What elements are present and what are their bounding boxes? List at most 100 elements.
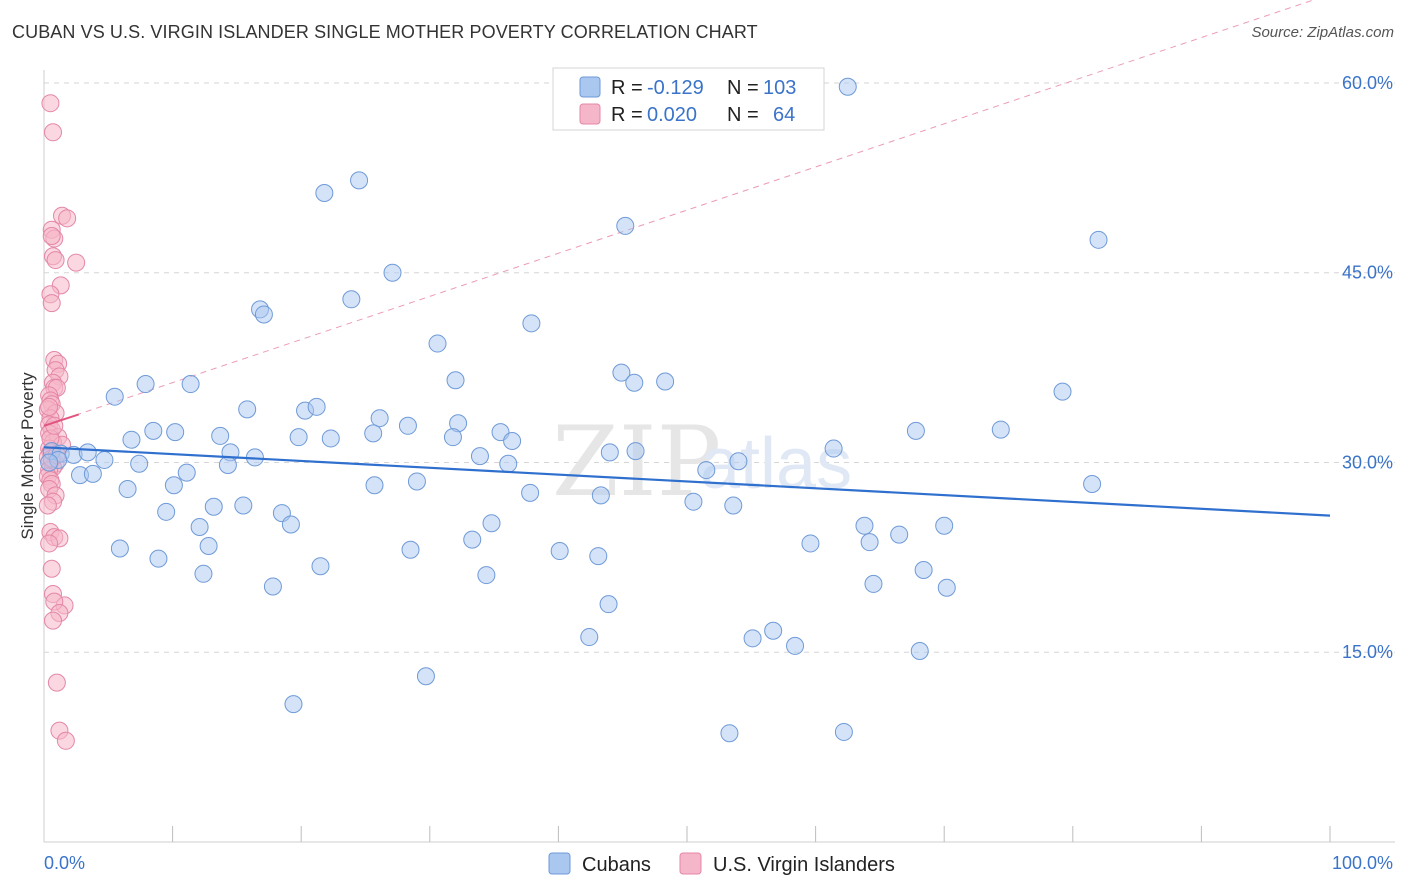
vi-point [46, 251, 65, 270]
cuban-point [365, 476, 384, 495]
vi-point [47, 673, 66, 692]
legend-n-value-cubans: 103 [763, 77, 796, 99]
cuban-point [110, 539, 129, 558]
y-tick-labels: 15.0% 30.0% 45.0% 60.0% [1342, 73, 1393, 662]
cuban-point [522, 314, 541, 333]
cuban-point [166, 423, 185, 442]
cuban-point [591, 486, 610, 505]
watermark-atlas: atlas [700, 424, 852, 504]
x-ticks [172, 826, 1331, 842]
cuban-point [600, 443, 619, 462]
cuban-point [720, 724, 739, 743]
cuban-point [428, 334, 447, 353]
bottom-legend-label-vi: U.S. Virgin Islanders [713, 854, 895, 876]
cuban-point [177, 463, 196, 482]
legend-r-label-vi: R = [611, 104, 643, 126]
cubans-trend-line [43, 446, 1331, 517]
cuban-point [321, 429, 340, 448]
legend: R = -0.129 N = 103 R = 0.020 N = 64 [552, 67, 825, 131]
cuban-point [612, 363, 631, 382]
vi-point [67, 253, 86, 272]
cuban-point [550, 542, 569, 561]
cuban-point [935, 516, 954, 535]
cuban-point [83, 464, 102, 483]
vi-point [42, 294, 61, 313]
cuban-point [855, 516, 874, 535]
cuban-point [157, 502, 176, 521]
cuban-point [78, 443, 97, 462]
cuban-point [834, 722, 853, 741]
cuban-point [181, 375, 200, 394]
legend-r-label-cubans: R = [611, 77, 643, 99]
cuban-point [580, 628, 599, 647]
vi-point [41, 94, 60, 113]
cuban-point [801, 534, 820, 553]
cuban-point [130, 454, 149, 473]
cuban-point [342, 290, 361, 309]
cuban-point [105, 387, 124, 406]
chart-title: CUBAN VS U.S. VIRGIN ISLANDER SINGLE MOT… [12, 22, 758, 42]
vi-trend-dashed [43, 0, 1315, 427]
cuban-point [443, 428, 462, 447]
cuban-point [764, 621, 783, 640]
cuban-point [190, 517, 209, 536]
bottom-legend: Cubans U.S. Virgin Islanders [548, 852, 895, 876]
cuban-point [503, 431, 522, 450]
vi-point [44, 611, 63, 630]
cuban-point [194, 564, 213, 583]
cuban-point [860, 533, 879, 552]
cuban-point [743, 629, 762, 648]
cuban-point [95, 450, 114, 469]
cuban-point [281, 515, 300, 534]
bottom-legend-label-cubans: Cubans [582, 854, 651, 876]
cuban-point [482, 514, 501, 533]
cuban-point [149, 549, 168, 568]
cuban-point [364, 424, 383, 443]
cuban-point [234, 496, 253, 515]
cuban-point [470, 447, 489, 466]
cuban-point [499, 454, 518, 473]
cuban-point [144, 421, 163, 440]
cuban-point [136, 375, 155, 394]
cuban-point [254, 305, 273, 324]
vi-point [42, 559, 61, 578]
cuban-point [350, 171, 369, 190]
vi-point [44, 123, 63, 142]
y-axis-title: Single Mother Poverty [18, 372, 37, 540]
cuban-point [914, 561, 933, 580]
legend-swatch-vi [579, 103, 601, 125]
cuban-point [211, 426, 230, 445]
vi-trend-line [43, 413, 80, 427]
cuban-point [164, 476, 183, 495]
cuban-point [416, 667, 435, 686]
cuban-point [218, 456, 237, 475]
cuban-point [626, 442, 645, 461]
cuban-point [307, 397, 326, 416]
vi-point [38, 496, 57, 515]
cuban-point [204, 497, 223, 516]
source-label: Source: ZipAtlas.com [1251, 24, 1394, 41]
gridlines [44, 82, 1395, 653]
cuban-point [599, 595, 618, 614]
cubans-points [40, 77, 1108, 743]
x-tick-label-max: 100.0% [1332, 853, 1393, 873]
x-tick-label-min: 0.0% [44, 853, 85, 873]
cuban-point [463, 530, 482, 549]
legend-n-value-vi: 64 [773, 104, 795, 126]
cuban-point [684, 492, 703, 511]
vi-point [56, 731, 75, 750]
vi-point [42, 227, 61, 246]
cuban-point [616, 216, 635, 235]
cuban-point [656, 372, 675, 391]
cuban-point [284, 695, 303, 714]
legend-r-value-vi: 0.020 [647, 104, 697, 126]
cuban-point [40, 453, 59, 472]
cuban-point [786, 636, 805, 655]
cuban-point [910, 641, 929, 660]
legend-n-label-vi: N = [727, 104, 759, 126]
cuban-point [1089, 230, 1108, 249]
cuban-point [724, 496, 743, 515]
vi-point [58, 209, 77, 228]
cuban-point [589, 547, 608, 566]
